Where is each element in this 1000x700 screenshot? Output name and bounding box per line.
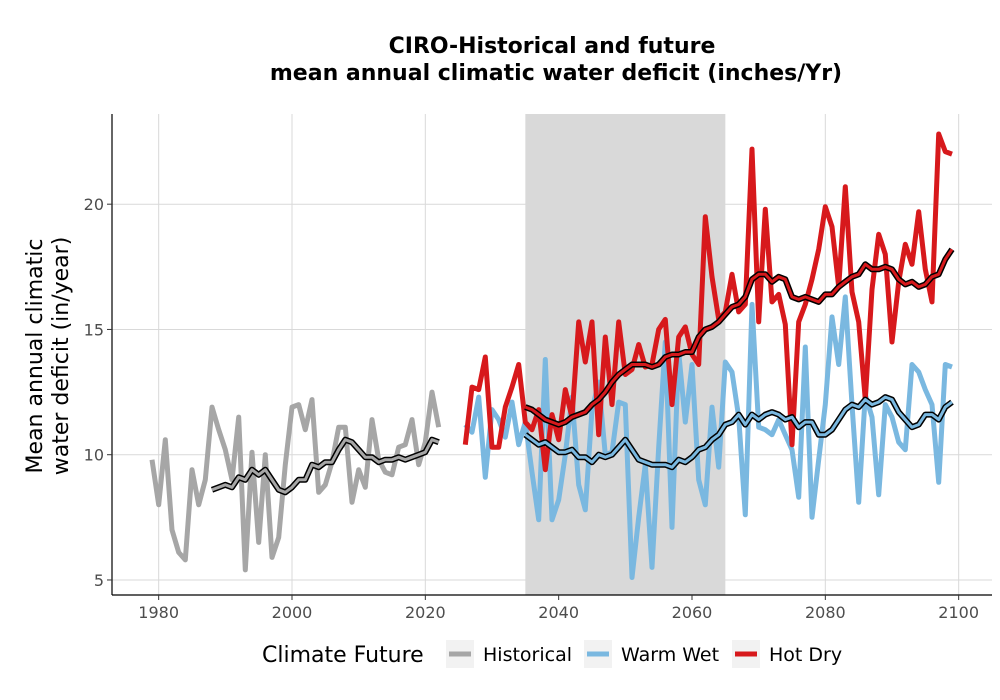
y-axis-label-line-1: Mean annual climatic — [23, 239, 48, 474]
x-tick-label: 1980 — [138, 603, 179, 622]
chart-title-line-1: CIRO-Historical and future — [389, 34, 716, 59]
legend: Climate Future Historical Warm Wet Hot D… — [262, 640, 842, 668]
x-tick-label: 2080 — [805, 603, 846, 622]
series-line-historical-smoothed — [211, 438, 440, 494]
y-tick-label: 15 — [84, 320, 104, 339]
y-tick-label: 20 — [84, 195, 104, 214]
y-axis-ticks: 5 10 15 20 — [84, 195, 112, 590]
x-tick-label: 2040 — [538, 603, 579, 622]
x-tick-label: 2020 — [405, 603, 446, 622]
shaded-period — [525, 114, 726, 595]
legend-label-historical: Historical — [483, 644, 572, 666]
series-line-warm-wet-smoothed — [524, 395, 953, 469]
series-line-hot-dry-annual — [462, 131, 953, 473]
x-tick-label: 2060 — [672, 603, 713, 622]
y-tick-label: 5 — [94, 571, 104, 590]
x-axis-ticks: 1980 2000 2020 2040 2060 2080 2100 — [138, 595, 979, 622]
series-line-hot-dry-smoothed — [524, 248, 954, 427]
legend-title: Climate Future — [262, 643, 424, 668]
x-tick-label: 2100 — [938, 603, 979, 622]
y-tick-label: 10 — [84, 446, 104, 465]
chart-title-line-2: mean annual climatic water deficit (inch… — [270, 61, 842, 86]
series-line-historical-annual — [149, 389, 442, 573]
plot-area — [112, 114, 992, 595]
legend-label-hot-dry: Hot Dry — [769, 644, 842, 666]
legend-label-warm-wet: Warm Wet — [621, 644, 719, 666]
y-axis-label-line-2: water deficit (in/year) — [49, 237, 74, 476]
x-tick-label: 2000 — [272, 603, 313, 622]
series-line-warm-wet-annual — [463, 294, 953, 580]
